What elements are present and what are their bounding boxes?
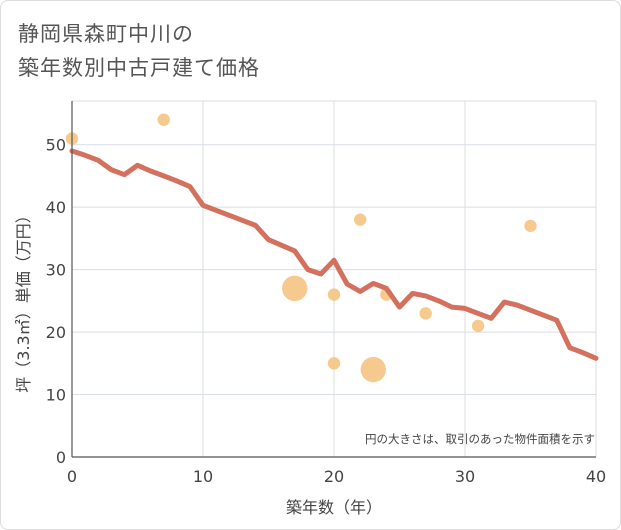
x-tick-label: 30 xyxy=(455,467,475,486)
bubbles xyxy=(65,113,537,383)
chart-title: 静岡県森町中川の 築年数別中古戸建て価格 xyxy=(18,17,260,85)
data-point xyxy=(471,319,485,333)
x-tick-label: 10 xyxy=(193,467,213,486)
data-point xyxy=(360,356,387,383)
data-point xyxy=(157,113,170,126)
data-point xyxy=(354,213,367,226)
x-tick-label: 40 xyxy=(586,467,606,486)
tick-labels: 0 10 20 30 40 0 10 20 30 40 50 xyxy=(46,136,607,486)
data-point xyxy=(281,275,308,302)
y-axis-title: 坪（3.3㎡）単価（万円） xyxy=(14,207,33,392)
trend-line xyxy=(69,148,599,361)
y-tick-label: 0 xyxy=(56,448,66,467)
data-point xyxy=(524,219,537,233)
data-point xyxy=(327,288,341,301)
chart-title-line-2: 築年数別中古戸建て価格 xyxy=(18,56,260,80)
grid xyxy=(72,100,597,457)
y-tick-label: 40 xyxy=(46,198,66,217)
data-point xyxy=(327,357,341,370)
x-tick-label: 20 xyxy=(324,467,344,486)
y-tick-label: 20 xyxy=(46,323,66,342)
x-tick-label: 0 xyxy=(67,467,77,486)
chart-title-line-1: 静岡県森町中川の xyxy=(18,22,194,46)
y-tick-label: 10 xyxy=(46,386,66,405)
axes xyxy=(71,101,596,458)
y-tick-label: 50 xyxy=(46,136,66,155)
x-axis-title: 築年数（年） xyxy=(286,498,382,517)
y-tick-label: 30 xyxy=(46,261,66,280)
bubble-size-note: 円の大きさは、取引のあった物件面積を示す xyxy=(365,432,595,446)
data-point xyxy=(419,307,432,320)
